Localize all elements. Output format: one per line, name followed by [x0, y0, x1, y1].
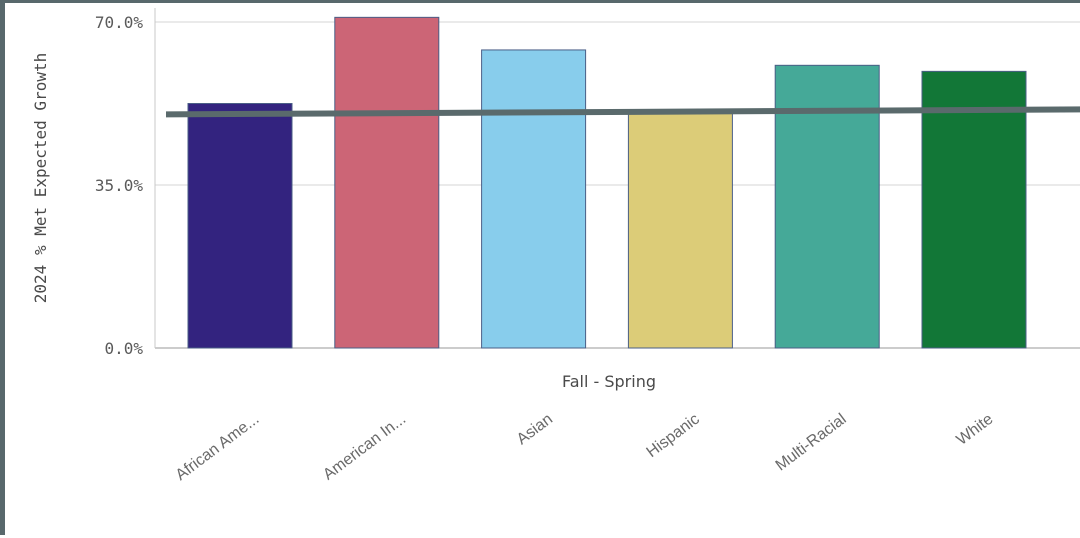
- y-tick-label: 0.0%: [104, 339, 143, 358]
- y-tick-label: 70.0%: [95, 13, 144, 32]
- x-category-labels: African Ame... American In... Asian Hispani…: [173, 411, 997, 485]
- y-tick-labels: 0.0% 35.0% 70.0%: [95, 13, 144, 358]
- bar[interactable]: [481, 49, 587, 349]
- y-axis-title: 2024 % Met Expected Growth: [31, 53, 50, 303]
- x-category-label: Multi-Racial: [773, 411, 850, 475]
- x-category-label: White: [954, 411, 997, 449]
- x-category-label: American In...: [320, 411, 409, 484]
- bars: [187, 16, 1027, 349]
- bar[interactable]: [334, 16, 440, 349]
- x-category-label: African Ame...: [173, 411, 263, 485]
- bar[interactable]: [627, 112, 733, 349]
- x-category-label: Hispanic: [644, 411, 703, 462]
- reference-line: [165, 106, 1080, 118]
- bar[interactable]: [187, 103, 293, 349]
- x-axis-title: Fall - Spring: [562, 372, 656, 391]
- y-tick-label: 35.0%: [95, 176, 144, 195]
- reference-line-group: [165, 106, 1080, 118]
- x-category-label: Asian: [514, 411, 556, 449]
- bar-chart: 0.0% 35.0% 70.0% African Ame... American In…: [31, 8, 1080, 485]
- bar[interactable]: [921, 70, 1027, 349]
